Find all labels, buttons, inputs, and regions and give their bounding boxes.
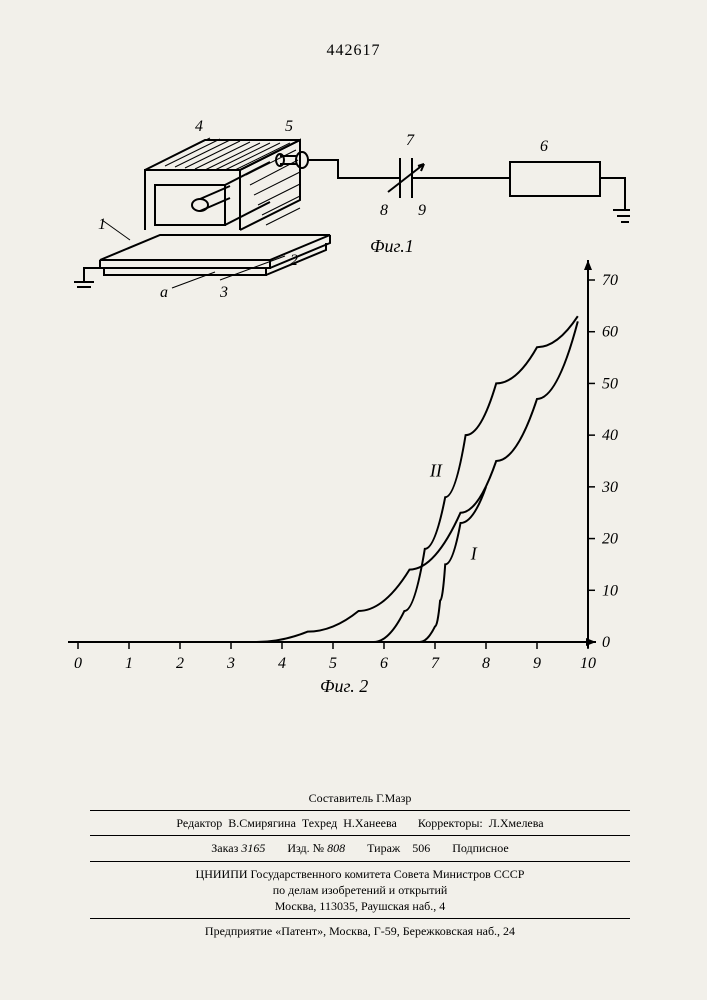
svg-text:5: 5 <box>329 655 337 672</box>
svg-text:3: 3 <box>226 655 235 672</box>
svg-text:0: 0 <box>602 634 610 651</box>
svg-text:II: II <box>429 461 443 481</box>
fig2-label: Фиг. 2 <box>320 676 368 697</box>
izd-label: Изд. № <box>287 841 324 855</box>
svg-text:30: 30 <box>601 479 618 496</box>
svg-text:40: 40 <box>602 427 618 444</box>
svg-text:9: 9 <box>533 655 541 672</box>
svg-text:10: 10 <box>580 655 596 672</box>
techred: Н.Ханеева <box>343 816 397 830</box>
corrector: Л.Хмелева <box>489 816 544 830</box>
addr1: Москва, 113035, Раушская наб., 4 <box>90 898 630 914</box>
patent-page: 442617 <box>0 0 707 1000</box>
izd: 808 <box>327 841 345 855</box>
corrector-label: Корректоры: <box>418 816 483 830</box>
order-label: Заказ <box>211 841 238 855</box>
svg-text:6: 6 <box>380 655 388 672</box>
tirazh: 506 <box>412 841 430 855</box>
composer: Г.Мазр <box>376 791 411 805</box>
plant: Предприятие «Патент», Москва, Г-59, Бере… <box>90 923 630 939</box>
svg-text:4: 4 <box>278 655 286 672</box>
techred-label: Техред <box>302 816 337 830</box>
svg-text:20: 20 <box>602 531 618 548</box>
fig2-chart: 012345678910010203040506070III <box>0 0 707 720</box>
svg-text:8: 8 <box>482 655 490 672</box>
footer-block: Составитель Г.Мазр Редактор В.Смирягина … <box>90 790 630 939</box>
svg-text:2: 2 <box>176 655 184 672</box>
svg-text:10: 10 <box>602 582 618 599</box>
editor: В.Смирягина <box>228 816 296 830</box>
org2: по делам изобретений и открытий <box>90 882 630 898</box>
svg-text:I: I <box>470 543 478 563</box>
tirazh-label: Тираж <box>367 841 400 855</box>
order: 3165 <box>241 841 265 855</box>
svg-text:0: 0 <box>74 655 82 672</box>
svg-text:1: 1 <box>125 655 133 672</box>
editor-label: Редактор <box>176 816 222 830</box>
subscription: Подписное <box>452 840 509 856</box>
svg-text:7: 7 <box>431 655 440 672</box>
composer-label: Составитель <box>309 791 373 805</box>
svg-text:60: 60 <box>602 324 618 341</box>
org1: ЦНИИПИ Государственного комитета Совета … <box>90 866 630 882</box>
svg-text:70: 70 <box>602 272 618 289</box>
svg-text:50: 50 <box>602 375 618 392</box>
